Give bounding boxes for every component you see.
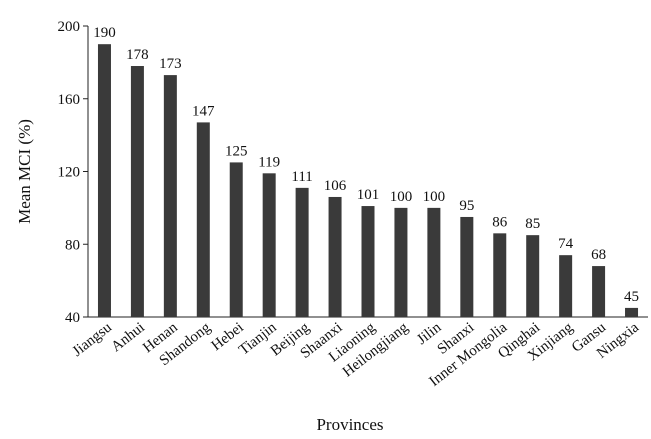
data-label: 178 (126, 47, 149, 63)
bars (97, 44, 639, 317)
data-label: 100 (423, 189, 446, 205)
data-label: 68 (591, 247, 606, 263)
data-label: 173 (159, 56, 182, 72)
data-label: 106 (324, 178, 347, 194)
bar-xinjiang (559, 255, 573, 317)
y-tick-label: 160 (58, 92, 81, 108)
bar-qinghai (526, 235, 540, 317)
bar-hebei (229, 162, 243, 317)
bar-jilin (427, 207, 441, 317)
x-axis-title: Provinces (316, 415, 383, 434)
x-tick-label: Anhui (108, 320, 147, 356)
data-label: 119 (258, 154, 280, 170)
y-axis-title: Mean MCI (%) (15, 119, 34, 224)
bar-inner-mongolia (493, 233, 507, 317)
bar-shanxi (460, 216, 474, 317)
data-label: 111 (291, 169, 312, 185)
bar-jiangsu (97, 44, 111, 317)
bar-beijing (295, 187, 309, 317)
bar-tianjin (262, 173, 276, 317)
bar-heilongjiang (394, 207, 408, 317)
data-label: 86 (492, 214, 508, 230)
data-label: 190 (93, 25, 116, 41)
data-labels: 190 178 173 147 125 119 111 106 101 100 100 95 86 85 7… (93, 25, 639, 305)
bar-liaoning (361, 206, 375, 317)
data-label: 100 (390, 189, 413, 205)
y-axis-ticks: 40 80 120 160 200 (58, 19, 88, 326)
y-tick-label: 200 (58, 19, 81, 35)
bar-gansu (592, 266, 606, 317)
data-label: 125 (225, 143, 248, 159)
category-labels: JiangsuAnhuiHenanShandongHebeiTianjinBei… (70, 319, 643, 390)
data-label: 45 (624, 289, 639, 305)
bar-ningxia (625, 307, 639, 317)
data-label: 85 (525, 216, 540, 232)
data-label: 95 (459, 198, 474, 214)
bar-anhui (130, 66, 144, 317)
bar-shaanxi (328, 196, 342, 317)
data-label: 147 (192, 103, 215, 119)
bar-shandong (196, 122, 210, 317)
data-label: 101 (357, 187, 380, 203)
y-tick-label: 120 (58, 165, 81, 181)
bar-henan (163, 75, 177, 317)
data-label: 74 (558, 236, 574, 252)
y-tick-label: 40 (65, 310, 80, 326)
y-tick-label: 80 (65, 237, 80, 253)
